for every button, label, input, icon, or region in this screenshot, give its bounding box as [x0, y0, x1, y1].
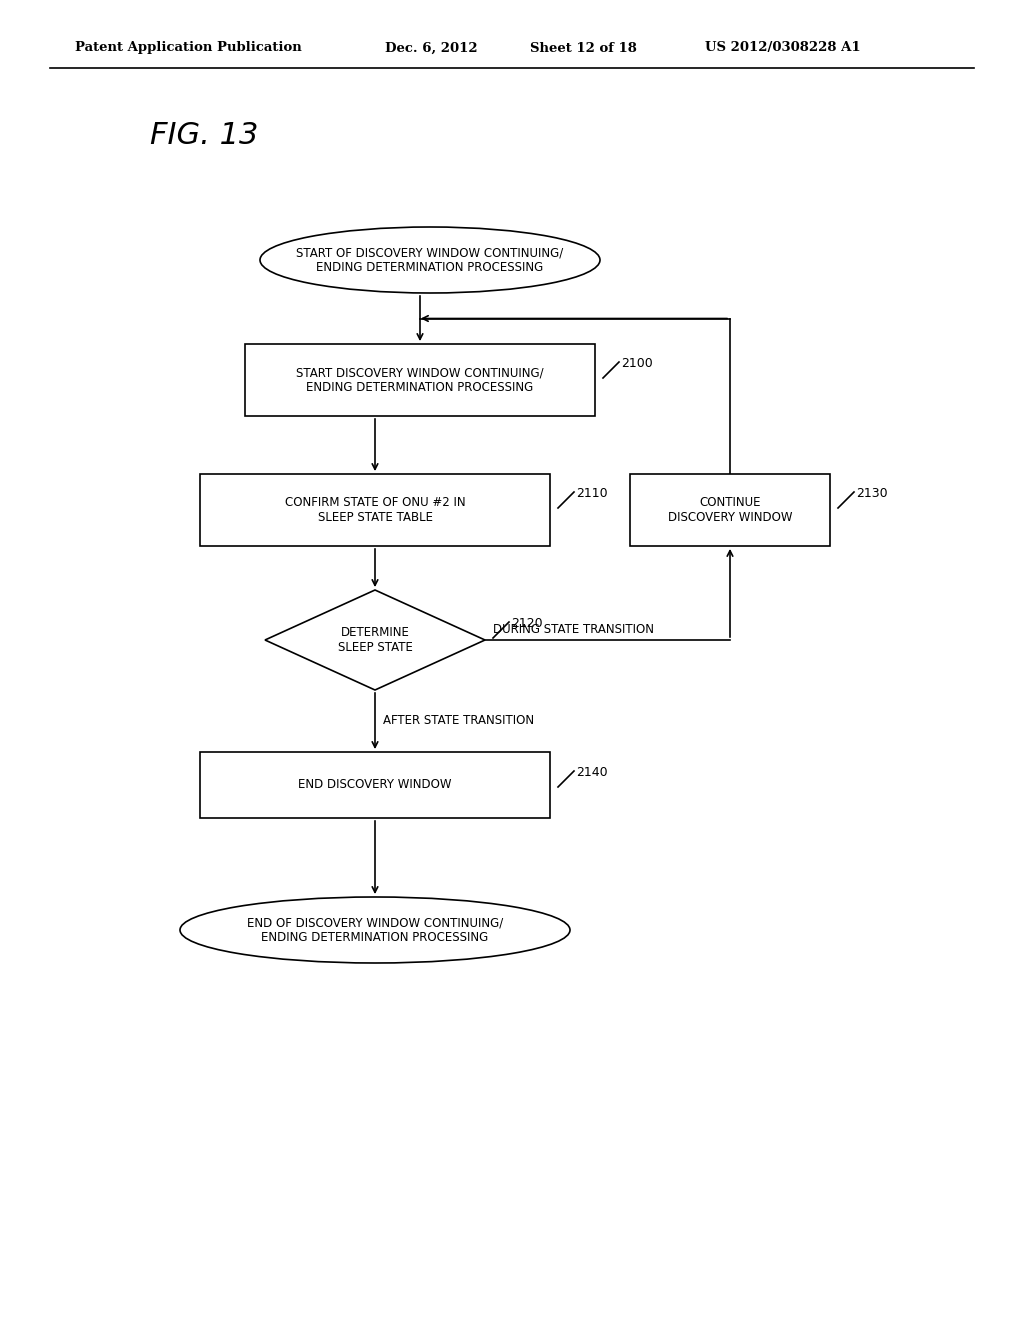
Ellipse shape — [180, 898, 570, 964]
FancyBboxPatch shape — [200, 752, 550, 818]
Text: 2140: 2140 — [575, 766, 607, 779]
Text: FIG. 13: FIG. 13 — [150, 120, 258, 149]
Text: Patent Application Publication: Patent Application Publication — [75, 41, 302, 54]
Text: END DISCOVERY WINDOW: END DISCOVERY WINDOW — [298, 779, 452, 792]
Text: START OF DISCOVERY WINDOW CONTINUING/
ENDING DETERMINATION PROCESSING: START OF DISCOVERY WINDOW CONTINUING/ EN… — [296, 246, 563, 275]
Text: END OF DISCOVERY WINDOW CONTINUING/
ENDING DETERMINATION PROCESSING: END OF DISCOVERY WINDOW CONTINUING/ ENDI… — [247, 916, 503, 944]
Text: 2130: 2130 — [856, 487, 888, 500]
FancyBboxPatch shape — [200, 474, 550, 546]
Text: 2100: 2100 — [621, 356, 652, 370]
Text: 2110: 2110 — [575, 487, 607, 500]
Text: CONFIRM STATE OF ONU #2 IN
SLEEP STATE TABLE: CONFIRM STATE OF ONU #2 IN SLEEP STATE T… — [285, 496, 465, 524]
Text: AFTER STATE TRANSITION: AFTER STATE TRANSITION — [383, 714, 535, 727]
Ellipse shape — [260, 227, 600, 293]
Text: Dec. 6, 2012: Dec. 6, 2012 — [385, 41, 477, 54]
FancyBboxPatch shape — [245, 345, 595, 416]
Text: CONTINUE
DISCOVERY WINDOW: CONTINUE DISCOVERY WINDOW — [668, 496, 793, 524]
Text: US 2012/0308228 A1: US 2012/0308228 A1 — [705, 41, 860, 54]
Text: 2120: 2120 — [511, 616, 543, 630]
Text: DURING STATE TRANSITION: DURING STATE TRANSITION — [493, 623, 654, 636]
Text: DETERMINE
SLEEP STATE: DETERMINE SLEEP STATE — [338, 626, 413, 653]
Polygon shape — [265, 590, 485, 690]
Text: Sheet 12 of 18: Sheet 12 of 18 — [530, 41, 637, 54]
FancyBboxPatch shape — [630, 474, 830, 546]
Text: START DISCOVERY WINDOW CONTINUING/
ENDING DETERMINATION PROCESSING: START DISCOVERY WINDOW CONTINUING/ ENDIN… — [296, 366, 544, 393]
